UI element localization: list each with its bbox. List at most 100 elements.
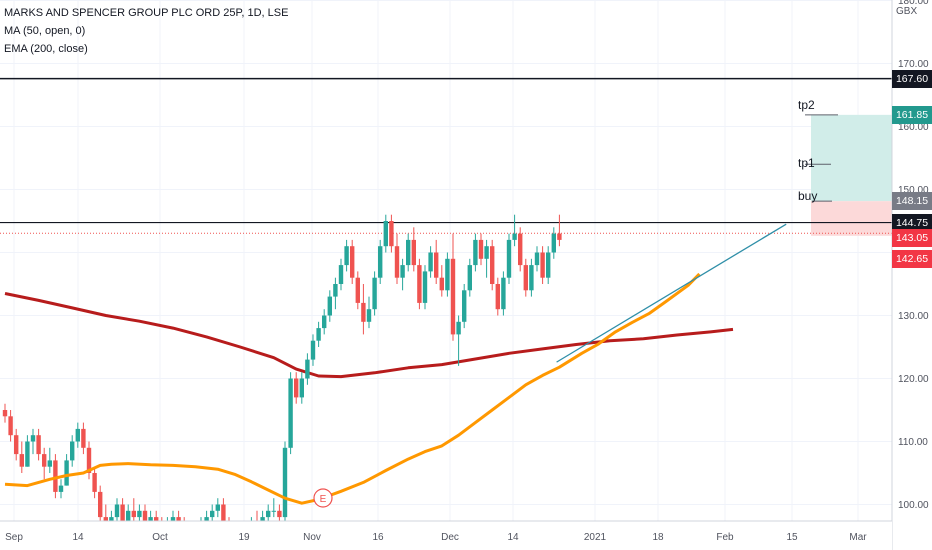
candle-body xyxy=(338,265,344,284)
price-axis[interactable]: 180.00 170.00 160.00 150.00 130.00 120.00 110.… xyxy=(891,0,932,550)
loss-zone xyxy=(811,201,892,236)
candle-body xyxy=(30,435,36,442)
candle-body xyxy=(221,504,226,524)
price-badge: 161.85 xyxy=(892,105,932,124)
time-tick-label: Oct xyxy=(152,532,168,543)
candle-body xyxy=(47,460,52,467)
candle-body xyxy=(25,441,30,467)
ema-indicator-label[interactable]: EMA (200, close) xyxy=(4,43,88,55)
candle-body xyxy=(523,265,528,291)
candle-body xyxy=(98,491,103,518)
price-tick-label: 180.00 xyxy=(898,0,929,7)
time-tick-label: 18 xyxy=(652,532,664,543)
chart-legend: MARKS AND SPENCER GROUP PLC ORD 25P, 1D,… xyxy=(4,4,288,58)
price-tick-label: 160.00 xyxy=(898,122,929,133)
time-tick-label: 2021 xyxy=(584,532,607,543)
candle-body xyxy=(434,252,439,278)
buy-label: buy xyxy=(798,189,817,203)
candle-body xyxy=(215,504,220,511)
candle-body xyxy=(42,454,47,467)
ascending-trendline xyxy=(556,223,787,363)
candle-body xyxy=(103,517,108,524)
candle-body xyxy=(86,447,92,473)
candle-body xyxy=(36,435,41,455)
candle-body xyxy=(19,454,24,467)
candle-body xyxy=(126,510,131,524)
candle-body xyxy=(350,246,355,278)
candle-body xyxy=(142,510,148,524)
candle-body xyxy=(551,233,556,253)
position-tool[interactable] xyxy=(805,114,892,236)
time-tick-label: 14 xyxy=(507,532,519,543)
horizontal-lines[interactable] xyxy=(0,77,892,234)
ma-50-line xyxy=(4,272,701,505)
candle-body xyxy=(411,239,416,266)
time-axis[interactable]: Sep 14 Oct 19 Nov 16 Dec 14 2021 18 Feb 15 Mar xyxy=(0,520,892,550)
candle-body xyxy=(389,221,394,247)
candle-body xyxy=(204,517,209,524)
candle-body xyxy=(322,315,327,329)
candle-body xyxy=(394,246,400,278)
candle-body xyxy=(439,277,444,291)
candle-body xyxy=(557,233,562,240)
candle-body xyxy=(512,233,517,240)
candle-body xyxy=(14,435,19,455)
ema-200-line xyxy=(4,292,734,379)
candle-body xyxy=(137,510,142,518)
profit-zone xyxy=(811,114,892,202)
candle-body xyxy=(506,239,512,278)
candle-body xyxy=(478,239,484,259)
earnings-marker-circle[interactable] xyxy=(313,488,333,508)
candle-body xyxy=(210,510,215,518)
time-tick-label: 14 xyxy=(72,532,84,543)
candle-body xyxy=(400,265,405,278)
candle-body xyxy=(383,221,388,247)
candle-body xyxy=(484,246,489,259)
candle-body xyxy=(406,239,411,266)
candle-body xyxy=(64,460,69,486)
tp2-label: tp2 xyxy=(798,98,815,112)
candle-body xyxy=(8,416,13,436)
candle-body xyxy=(282,447,288,518)
candle-body xyxy=(70,441,75,461)
ma-indicator-label[interactable]: MA (50, open, 0) xyxy=(4,25,86,37)
price-tick-label: 120.00 xyxy=(898,374,929,385)
candle-body xyxy=(546,252,551,278)
candle-body xyxy=(456,321,461,335)
candle-body xyxy=(148,517,153,524)
candle-body xyxy=(445,258,450,291)
price-badge: 148.15 xyxy=(892,192,932,211)
price-axis-bg xyxy=(892,0,932,550)
candle-body xyxy=(462,290,467,322)
candle-body xyxy=(372,277,377,310)
price-badge: 167.60 xyxy=(892,69,932,88)
candle-body xyxy=(92,473,97,492)
ema-200-path xyxy=(4,292,734,379)
candle-body xyxy=(366,309,372,322)
ma-50-path xyxy=(4,272,701,505)
price-badge: 142.65 xyxy=(892,249,932,268)
earnings-marker-letter: E xyxy=(320,494,327,505)
time-tick-label: 16 xyxy=(372,532,384,543)
candle-body xyxy=(294,378,299,398)
candle-body xyxy=(131,510,136,518)
time-tick-label: Dec xyxy=(441,532,459,543)
time-tick-label: 15 xyxy=(786,532,798,543)
time-axis-bg xyxy=(0,521,892,550)
symbol-title[interactable]: MARKS AND SPENCER GROUP PLC ORD 25P, 1D,… xyxy=(4,7,289,19)
candle-body xyxy=(327,296,332,316)
candle-body xyxy=(75,428,80,442)
price-tick-label: 110.00 xyxy=(898,437,928,448)
candle-body xyxy=(529,265,534,291)
earnings-marker[interactable]: E xyxy=(313,488,333,508)
trendline[interactable] xyxy=(556,223,787,363)
price-tick-label: 130.00 xyxy=(898,311,929,322)
candle-body xyxy=(114,504,120,518)
candle-body xyxy=(540,252,545,278)
price-tick-label: 100.00 xyxy=(898,500,929,511)
candle-body xyxy=(473,239,478,266)
candle-body xyxy=(266,510,271,518)
candle-body xyxy=(333,284,338,297)
